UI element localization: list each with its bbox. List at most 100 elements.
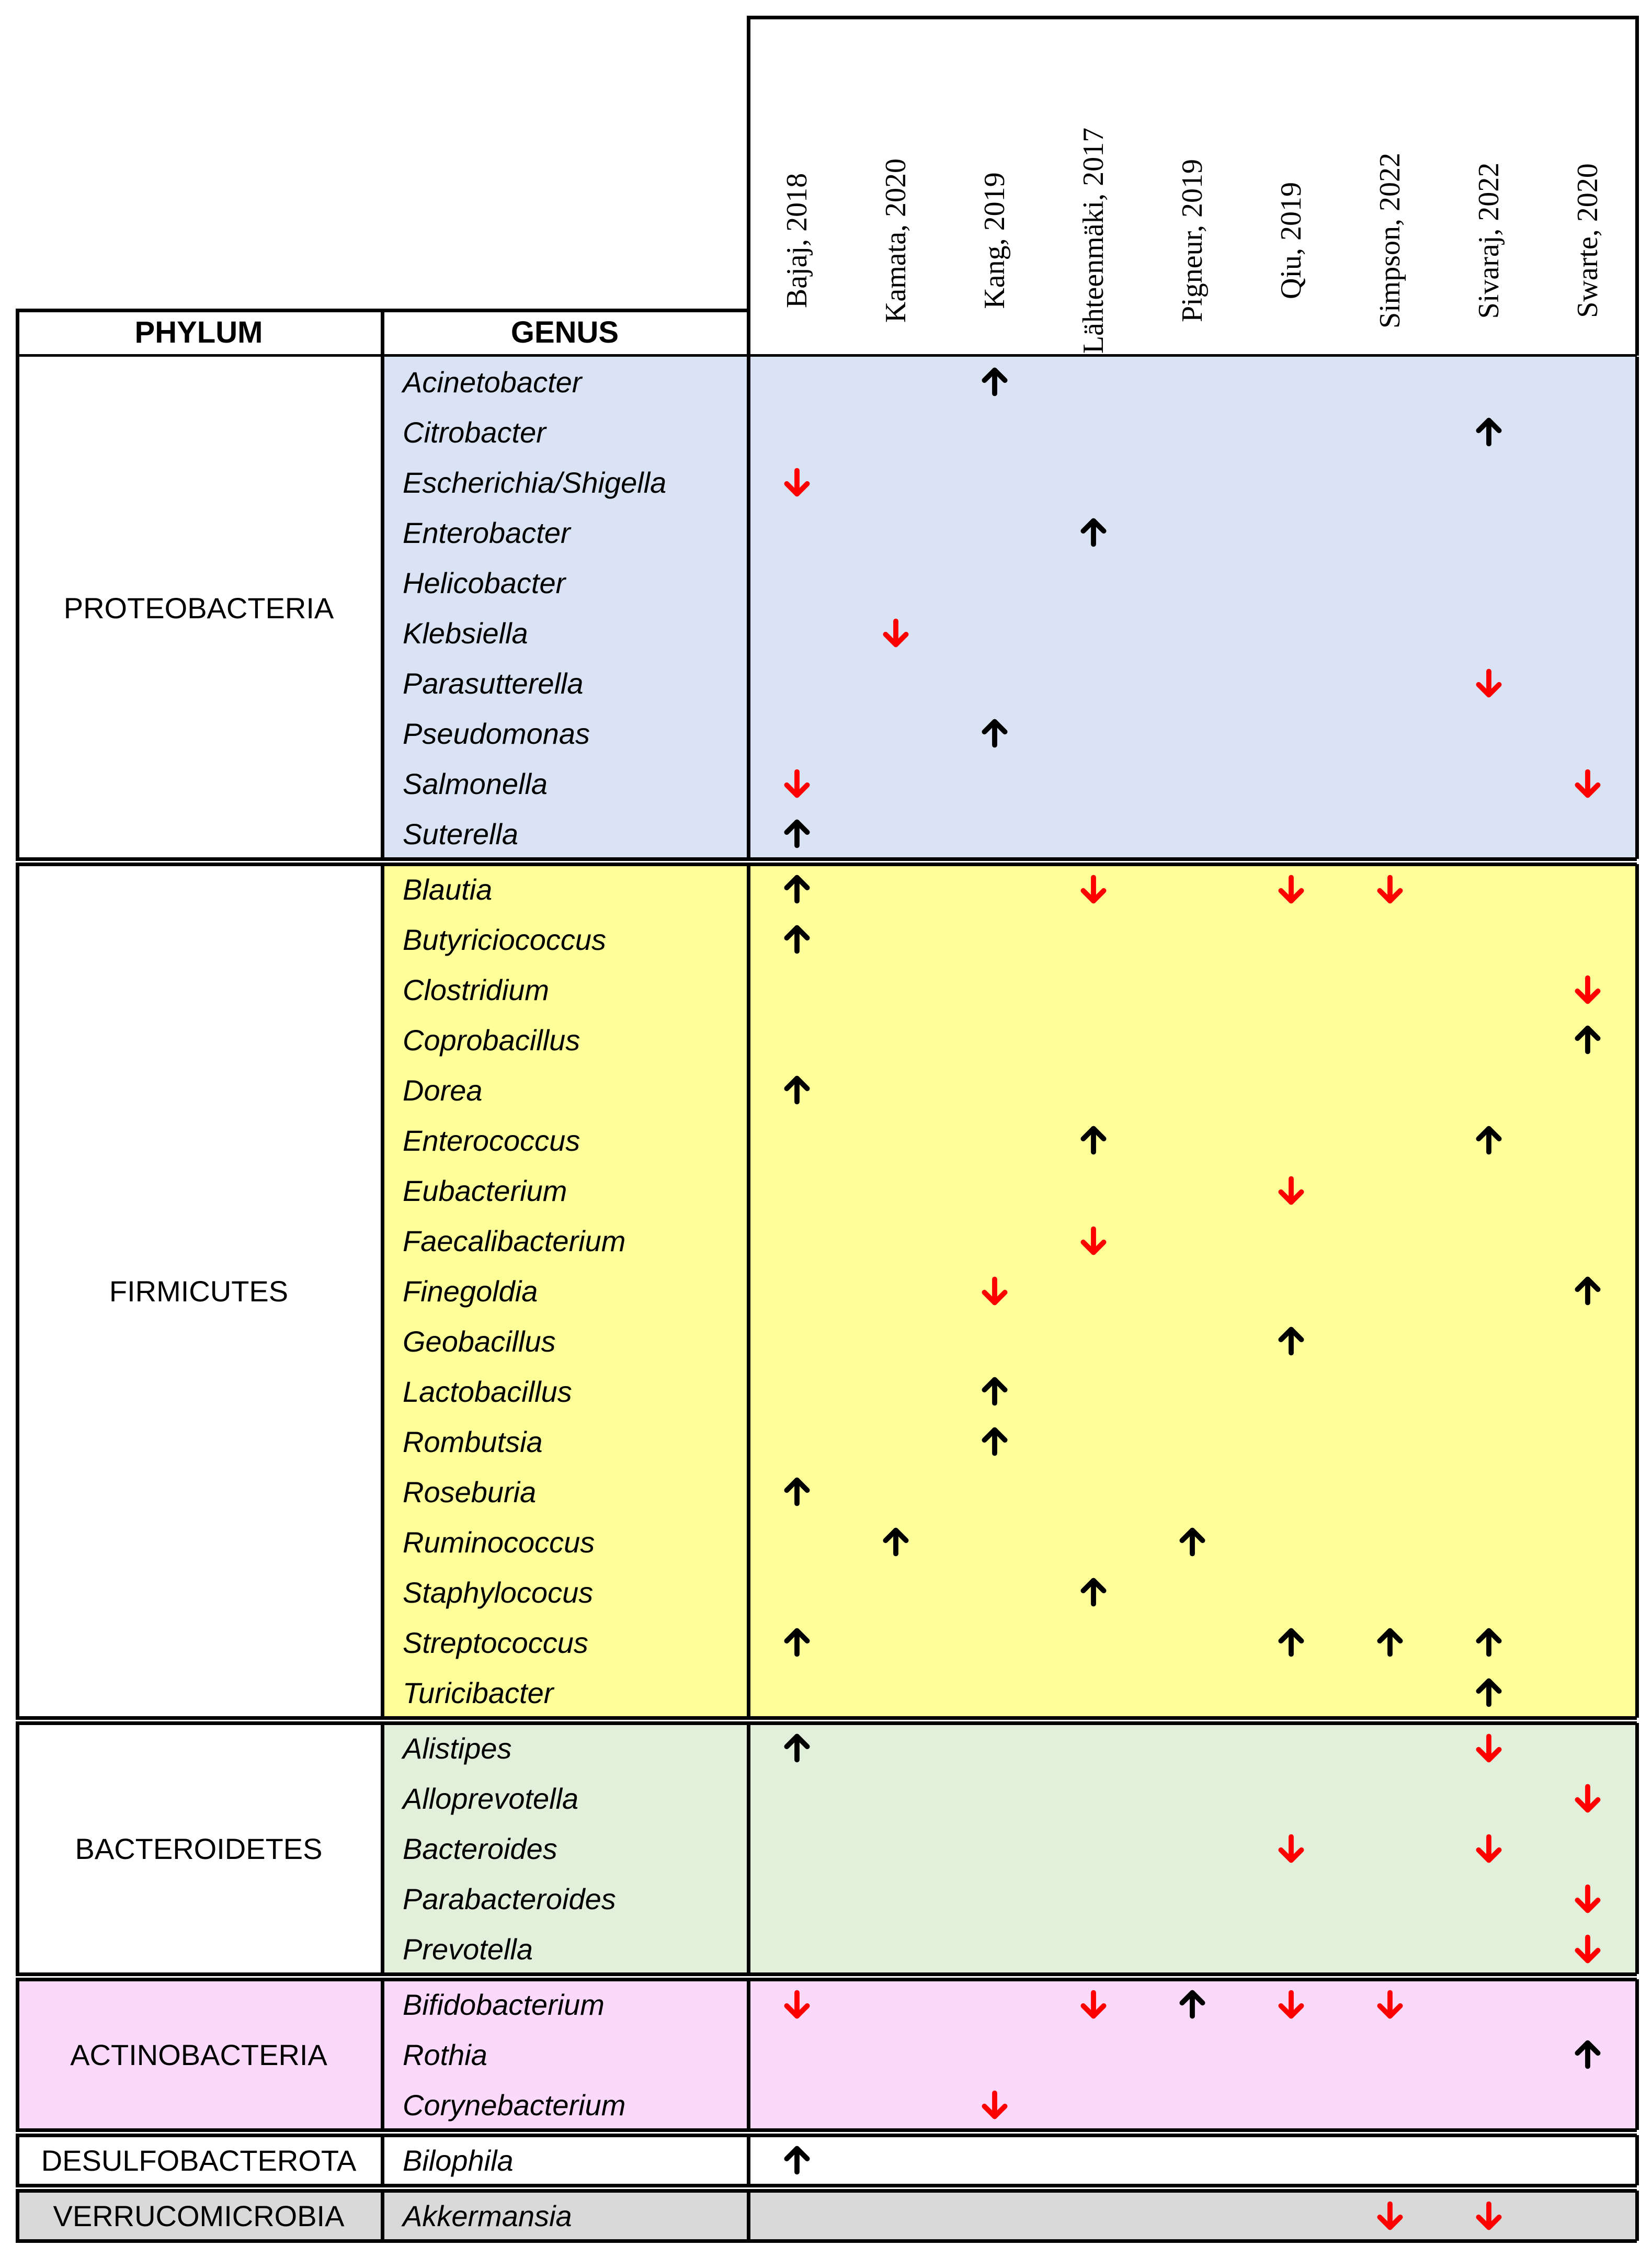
group-left-rule xyxy=(16,1723,19,1974)
down-arrow-icon xyxy=(784,769,810,798)
study-header: Simpson, 2022 xyxy=(1373,152,1406,329)
genus-column-header: GENUS xyxy=(510,315,619,349)
genus-label: Enterobacter xyxy=(403,516,571,549)
genus-label: Salmonella xyxy=(403,767,548,800)
up-arrow-icon xyxy=(1575,2040,1601,2069)
up-arrow-icon xyxy=(784,925,810,954)
genus-label: Alloprevotella xyxy=(403,1782,579,1815)
study-header: Sivaraj, 2022 xyxy=(1472,162,1505,319)
header-right-rule xyxy=(1635,16,1639,356)
genus-label: Faecalibacterium xyxy=(403,1224,626,1257)
genus-label: Dorea xyxy=(403,1073,483,1107)
group-right-rule xyxy=(1635,2135,1639,2185)
down-arrow-icon xyxy=(784,468,810,497)
group-left-rule xyxy=(16,2135,19,2185)
genus-label: Klebsiella xyxy=(403,616,528,650)
study-header: Swarte, 2020 xyxy=(1571,163,1604,318)
group-top-rule xyxy=(16,1978,1637,1981)
phylum-label: ACTINOBACTERIA xyxy=(16,1979,382,2130)
group-bottom-rule xyxy=(16,2239,1637,2243)
up-arrow-icon xyxy=(982,1377,1008,1406)
genus-label: Turicibacter xyxy=(403,1676,554,1709)
down-arrow-icon xyxy=(1278,875,1304,904)
genus-label: Alistipes xyxy=(403,1731,512,1765)
phylum-label: FIRMICUTES xyxy=(16,864,382,1718)
genus-label: Blautia xyxy=(403,872,493,906)
group-right-rule xyxy=(1635,1979,1639,2130)
phylum-band xyxy=(382,357,1637,859)
group-phylum-rule xyxy=(381,1979,384,2130)
down-arrow-icon xyxy=(1476,2201,1502,2230)
down-arrow-icon xyxy=(1575,1884,1601,1913)
phylum-label: DESULFOBACTEROTA xyxy=(16,2135,382,2185)
group-genus-rule xyxy=(747,2191,750,2241)
down-arrow-icon xyxy=(1080,1990,1107,2019)
genus-label: Bilophila xyxy=(403,2143,514,2177)
up-arrow-icon xyxy=(784,1075,810,1105)
genus-label: Suterella xyxy=(403,817,519,850)
genus-label: Helicobacter xyxy=(403,566,566,599)
group-phylum-rule xyxy=(381,2191,384,2241)
down-arrow-icon xyxy=(982,1276,1008,1306)
phylum-band xyxy=(382,2191,1637,2241)
down-arrow-icon xyxy=(1278,1176,1304,1205)
genus-label: Bacteroides xyxy=(403,1832,557,1865)
header-top-rule xyxy=(747,16,1638,19)
genus-label: Rombutsia xyxy=(403,1425,543,1458)
down-arrow-icon xyxy=(1575,769,1601,798)
down-arrow-icon xyxy=(1278,1990,1304,2019)
group-top-rule xyxy=(16,863,1637,866)
genus-label: Bifidobacterium xyxy=(403,1988,605,2021)
header-left-rule xyxy=(747,16,750,356)
group-genus-rule xyxy=(747,864,750,1718)
group-left-rule xyxy=(16,357,19,859)
up-arrow-icon xyxy=(1476,1678,1502,1707)
group-left-rule xyxy=(16,2191,19,2241)
up-arrow-icon xyxy=(1179,1990,1205,2019)
group-right-rule xyxy=(1635,864,1639,1718)
up-arrow-icon xyxy=(982,1427,1008,1456)
up-arrow-icon xyxy=(1080,518,1107,547)
genus-label: Rothia xyxy=(403,2038,487,2071)
group-top-rule xyxy=(16,2134,1637,2137)
up-arrow-icon xyxy=(1377,1628,1403,1657)
down-arrow-icon xyxy=(1575,1784,1601,1813)
up-arrow-icon xyxy=(784,2146,810,2175)
genus-label: Escherichia/Shigella xyxy=(403,466,667,499)
up-arrow-icon xyxy=(1278,1326,1304,1356)
genus-label: Coprobacillus xyxy=(403,1023,580,1057)
group-genus-rule xyxy=(747,1979,750,2130)
genus-label: Finegoldia xyxy=(403,1274,538,1308)
down-arrow-icon xyxy=(1575,975,1601,1004)
group-bottom-rule xyxy=(16,2128,1637,2132)
group-phylum-rule xyxy=(381,357,384,859)
genus-label: Parabacteroides xyxy=(403,1882,616,1915)
up-arrow-icon xyxy=(982,719,1008,748)
down-arrow-icon xyxy=(1377,2201,1403,2230)
down-arrow-icon xyxy=(1080,875,1107,904)
up-arrow-icon xyxy=(1476,1126,1502,1155)
phylum-band xyxy=(382,1979,1637,2130)
title-left-rule xyxy=(16,309,19,356)
genus-label: Eubacterium xyxy=(403,1174,567,1207)
down-arrow-icon xyxy=(1080,1226,1107,1255)
down-arrow-icon xyxy=(1377,1990,1403,2019)
genus-label: Pseudomonas xyxy=(403,717,590,750)
up-arrow-icon xyxy=(784,819,810,848)
group-genus-rule xyxy=(747,357,750,859)
study-header: Qiu, 2019 xyxy=(1274,182,1307,299)
title-mid-rule xyxy=(381,309,384,356)
phylum-band xyxy=(382,864,1637,1718)
group-genus-rule xyxy=(747,2135,750,2185)
up-arrow-icon xyxy=(1575,1025,1601,1054)
up-arrow-icon xyxy=(784,1477,810,1506)
genus-label: Ruminococcus xyxy=(403,1525,595,1559)
up-arrow-icon xyxy=(1476,1628,1502,1657)
genus-label: Prevotella xyxy=(403,1932,533,1966)
study-header: Lähteenmäki, 2017 xyxy=(1077,127,1110,354)
phylum-band xyxy=(382,1723,1637,1974)
group-phylum-rule xyxy=(381,864,384,1718)
down-arrow-icon xyxy=(1476,1834,1502,1863)
group-right-rule xyxy=(1635,357,1639,859)
